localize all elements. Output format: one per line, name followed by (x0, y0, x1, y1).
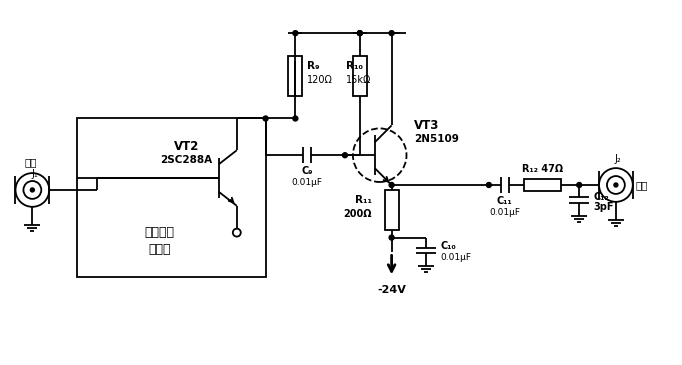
Bar (288, 56, 302, 96)
Text: VT3: VT3 (415, 119, 440, 132)
Text: J₁: J₁ (31, 169, 38, 179)
Circle shape (389, 31, 394, 36)
Text: 0.01μF: 0.01μF (441, 253, 471, 262)
Text: -24V: -24V (377, 285, 406, 295)
Text: 高频宽带: 高频宽带 (145, 226, 175, 239)
Circle shape (293, 116, 298, 121)
Text: C₉: C₉ (301, 166, 313, 176)
Text: 2SC288A: 2SC288A (160, 155, 212, 165)
Text: R₉: R₉ (308, 61, 320, 71)
Text: 放大器: 放大器 (148, 243, 170, 256)
Circle shape (614, 183, 618, 187)
Circle shape (357, 31, 362, 36)
Circle shape (263, 116, 268, 121)
Circle shape (389, 235, 394, 240)
Text: R₁₁: R₁₁ (355, 195, 372, 205)
Text: 0.01μF: 0.01μF (489, 208, 520, 217)
Bar (524, 179, 561, 191)
Circle shape (389, 182, 394, 188)
Text: R₁₀: R₁₀ (346, 61, 363, 71)
Bar (353, 56, 367, 96)
Text: 15kΩ: 15kΩ (346, 75, 371, 85)
Text: 3pF: 3pF (593, 202, 614, 212)
Text: C₁₀: C₁₀ (441, 241, 456, 250)
Text: 120Ω: 120Ω (308, 75, 333, 85)
Text: 输出: 输出 (636, 180, 648, 190)
Text: R₁₂ 47Ω: R₁₂ 47Ω (522, 164, 563, 174)
Circle shape (293, 31, 298, 36)
Circle shape (486, 182, 491, 188)
Text: C₁₁: C₁₁ (497, 196, 513, 206)
Text: 0.01μF: 0.01μF (292, 178, 323, 188)
Circle shape (31, 188, 34, 192)
Text: 2N5109: 2N5109 (415, 134, 459, 144)
Bar (77, 119, 265, 277)
Circle shape (577, 182, 582, 188)
Text: VT2: VT2 (173, 140, 199, 153)
Text: 输入: 输入 (24, 157, 37, 167)
Text: 200Ω: 200Ω (343, 209, 372, 219)
Circle shape (357, 31, 362, 36)
Text: C₁₂: C₁₂ (593, 192, 609, 202)
Circle shape (342, 153, 347, 158)
Bar (385, 190, 398, 230)
Text: J₂: J₂ (614, 154, 621, 164)
